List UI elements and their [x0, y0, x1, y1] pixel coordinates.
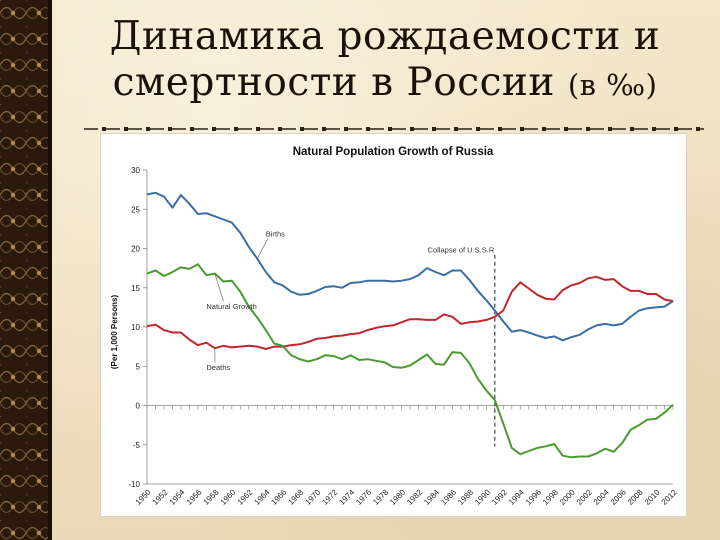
x-tick-label: 1980 — [388, 487, 407, 506]
x-tick-label: 1952 — [151, 487, 170, 506]
divider-dot — [168, 127, 172, 131]
y-tick-label: 25 — [131, 205, 140, 214]
collapse-label: Collapse of U.S.S.R — [428, 245, 495, 254]
divider-dot — [652, 127, 656, 131]
chart-axes: -10-505101520253019501952195419561958196… — [128, 166, 679, 507]
strip-ornament-pattern — [0, 0, 52, 540]
x-tick-label: 1962 — [236, 487, 255, 506]
x-tick-label: 1998 — [541, 487, 560, 506]
slide-title-suffix: (в ‰) — [567, 68, 658, 102]
x-tick-label: 1960 — [219, 487, 238, 506]
divider-dot — [344, 127, 348, 131]
chart-annotations: Births Natural Growth Deaths Collapse of U.… — [206, 230, 494, 372]
divider-dot — [498, 127, 502, 131]
x-tick-label: 1972 — [320, 487, 339, 506]
natural-growth-label: Natural Growth — [206, 302, 256, 311]
chart-panel: Natural Population Growth of Russia (Per… — [101, 134, 686, 516]
y-tick-label: -10 — [128, 480, 140, 489]
x-tick-label: 1958 — [202, 487, 221, 506]
x-tick-label: 2000 — [558, 487, 577, 506]
x-tick-label: 1970 — [303, 487, 322, 506]
y-tick-label: 30 — [131, 166, 140, 175]
divider-dot — [146, 127, 150, 131]
divider-dot — [520, 127, 524, 131]
x-tick-label: 1968 — [286, 487, 305, 506]
y-tick-label: 20 — [131, 245, 140, 254]
decorative-left-strip — [0, 0, 52, 540]
x-tick-label: 2006 — [609, 487, 628, 506]
x-tick-label: 1996 — [524, 487, 543, 506]
x-tick-label: 2002 — [575, 487, 594, 506]
slide-title: Динамика рождаемости и смертности в Росс… — [60, 14, 710, 108]
x-tick-label: 1986 — [439, 487, 458, 506]
divider-dot — [366, 127, 370, 131]
y-tick-label: 10 — [131, 323, 140, 332]
divider-dot — [410, 127, 414, 131]
x-tick-label: 1978 — [371, 487, 390, 506]
x-tick-label: 1966 — [269, 487, 288, 506]
divider-dot — [608, 127, 612, 131]
x-tick-label: 1950 — [134, 487, 153, 506]
x-tick-label: 1974 — [337, 487, 356, 506]
x-tick-label: 2008 — [626, 487, 645, 506]
births-label: Births — [266, 230, 285, 239]
divider-dot — [212, 127, 216, 131]
divider-dot — [454, 127, 458, 131]
divider-dot — [476, 127, 480, 131]
natural-growth-line — [146, 263, 674, 459]
divider-dot — [102, 127, 106, 131]
x-tick-label: 1954 — [168, 487, 187, 506]
x-tick-label: 2010 — [643, 487, 662, 506]
divider-dot — [696, 127, 700, 131]
divider-dot — [234, 127, 238, 131]
x-tick-label: 1982 — [405, 487, 424, 506]
divider-dot — [542, 127, 546, 131]
x-tick-label: 1988 — [456, 487, 475, 506]
x-tick-label: 1994 — [507, 487, 526, 506]
y-axis-title: (Per 1,000 Persons) — [110, 295, 119, 370]
divider-dot — [256, 127, 260, 131]
divider-dot — [630, 127, 634, 131]
divider-dot — [674, 127, 678, 131]
divider-dot — [586, 127, 590, 131]
divider-dot — [322, 127, 326, 131]
divider-dot — [388, 127, 392, 131]
births-label-leader — [257, 238, 269, 259]
deaths-line — [146, 275, 674, 350]
divider-dot — [300, 127, 304, 131]
population-chart: Natural Population Growth of Russia (Per… — [110, 146, 679, 507]
x-tick-label: 1964 — [252, 487, 271, 506]
slide-title-line-1: Динамика рождаемости и — [109, 14, 661, 59]
chart-series — [146, 191, 674, 459]
x-tick-label: 1956 — [185, 487, 204, 506]
y-tick-label: 0 — [136, 402, 141, 411]
deaths-label: Deaths — [206, 363, 230, 372]
y-tick-label: 5 — [136, 362, 141, 371]
chart-title: Natural Population Growth of Russia — [293, 146, 494, 158]
divider-dot — [124, 127, 128, 131]
births-line — [146, 191, 674, 342]
divider-dot — [564, 127, 568, 131]
x-tick-label: 2012 — [660, 487, 679, 506]
y-tick-label: 15 — [131, 284, 140, 293]
divider-dot — [278, 127, 282, 131]
natural-growth-label-leader — [214, 273, 224, 302]
decorative-divider — [84, 127, 704, 131]
x-tick-label: 1976 — [354, 487, 373, 506]
x-tick-label: 1990 — [473, 487, 492, 506]
y-tick-label: -5 — [133, 441, 141, 450]
x-tick-label: 2004 — [592, 487, 611, 506]
slide-title-line-2: смертности в России — [112, 60, 555, 105]
divider-dot — [190, 127, 194, 131]
divider-dot — [432, 127, 436, 131]
x-tick-label: 1992 — [490, 487, 509, 506]
x-tick-label: 1984 — [422, 487, 441, 506]
